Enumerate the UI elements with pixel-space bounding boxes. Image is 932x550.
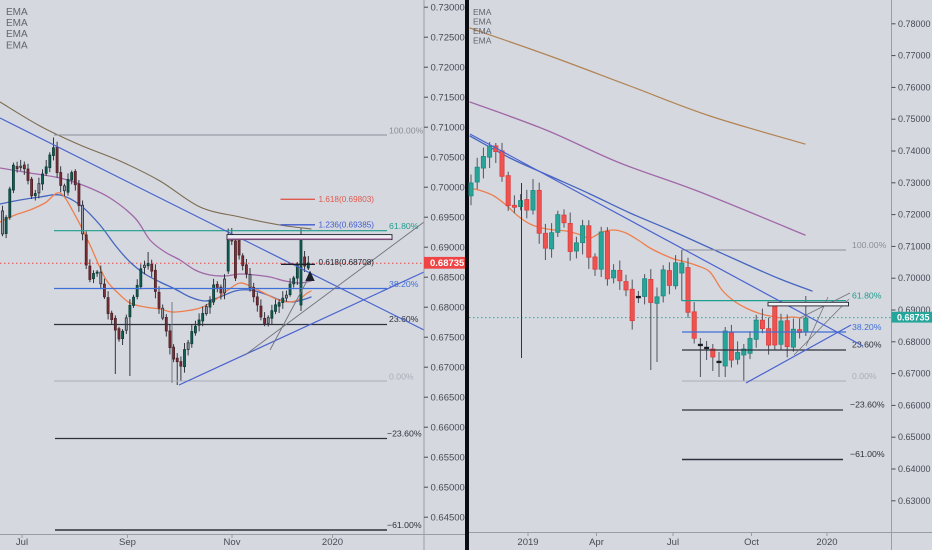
- svg-text:Oct: Oct: [744, 537, 759, 548]
- svg-text:0.75000: 0.75000: [898, 114, 931, 124]
- svg-text:Jul: Jul: [667, 537, 679, 548]
- svg-text:0.65000: 0.65000: [898, 432, 931, 442]
- svg-text:23.60%: 23.60%: [389, 314, 419, 324]
- svg-text:0.73000: 0.73000: [898, 178, 931, 188]
- svg-text:0.69000: 0.69000: [431, 242, 465, 253]
- svg-text:EMA: EMA: [6, 29, 28, 40]
- svg-text:EMA: EMA: [6, 7, 28, 18]
- svg-text:0.66500: 0.66500: [431, 392, 465, 403]
- svg-text:0.63000: 0.63000: [898, 496, 931, 506]
- svg-text:0.65500: 0.65500: [431, 452, 465, 463]
- svg-text:0.67000: 0.67000: [431, 362, 465, 373]
- svg-text:0.76000: 0.76000: [898, 82, 931, 92]
- svg-text:0.71000: 0.71000: [431, 122, 465, 133]
- svg-text:0.70000: 0.70000: [898, 273, 931, 283]
- svg-text:0.72000: 0.72000: [431, 62, 465, 73]
- svg-text:2020: 2020: [322, 537, 343, 548]
- svg-text:2020: 2020: [816, 537, 837, 548]
- svg-text:EMA: EMA: [473, 26, 492, 36]
- svg-text:0.71000: 0.71000: [898, 241, 931, 251]
- svg-text:EMA: EMA: [473, 7, 492, 17]
- svg-text:EMA: EMA: [6, 18, 28, 29]
- svg-text:1.236(0.69385): 1.236(0.69385): [319, 221, 375, 230]
- svg-text:100.00%: 100.00%: [389, 126, 424, 136]
- svg-text:2019: 2019: [517, 537, 538, 548]
- svg-text:−23.60%: −23.60%: [850, 400, 885, 410]
- svg-text:−61.00%: −61.00%: [387, 520, 422, 530]
- svg-text:−61.00%: −61.00%: [850, 449, 885, 459]
- svg-text:Nov: Nov: [224, 537, 241, 548]
- svg-text:61.80%: 61.80%: [852, 291, 882, 301]
- svg-text:−23.60%: −23.60%: [387, 429, 422, 439]
- svg-text:Apr: Apr: [589, 537, 604, 548]
- svg-text:0.67000: 0.67000: [898, 369, 931, 379]
- svg-text:0.74000: 0.74000: [898, 146, 931, 156]
- svg-text:0.72500: 0.72500: [431, 32, 465, 43]
- svg-text:0.70000: 0.70000: [431, 182, 465, 193]
- svg-text:23.60%: 23.60%: [852, 340, 882, 350]
- svg-text:0.00%: 0.00%: [852, 371, 877, 381]
- svg-text:0.77000: 0.77000: [898, 51, 931, 61]
- svg-text:0.68735: 0.68735: [430, 258, 465, 269]
- svg-text:Sep: Sep: [119, 537, 136, 548]
- svg-text:0.69000: 0.69000: [898, 305, 931, 315]
- svg-text:0.78000: 0.78000: [898, 19, 931, 29]
- svg-text:38.20%: 38.20%: [852, 322, 882, 332]
- svg-text:EMA: EMA: [6, 41, 28, 52]
- svg-text:0.64500: 0.64500: [431, 512, 465, 523]
- svg-text:1.618(0.69803): 1.618(0.69803): [319, 195, 375, 204]
- svg-text:0.68500: 0.68500: [431, 272, 465, 283]
- svg-text:0.00%: 0.00%: [389, 372, 414, 382]
- svg-text:0.73000: 0.73000: [431, 2, 465, 13]
- svg-text:0.69500: 0.69500: [431, 212, 465, 223]
- svg-text:0.68000: 0.68000: [898, 337, 931, 347]
- svg-text:0.68000: 0.68000: [431, 302, 465, 313]
- svg-text:0.71500: 0.71500: [431, 92, 465, 103]
- svg-text:EMA: EMA: [473, 36, 492, 46]
- svg-text:0.65000: 0.65000: [431, 482, 465, 493]
- svg-text:0.64000: 0.64000: [898, 464, 931, 474]
- svg-text:100.00%: 100.00%: [852, 240, 887, 250]
- svg-text:61.80%: 61.80%: [389, 221, 419, 231]
- svg-text:0.70500: 0.70500: [431, 152, 465, 163]
- svg-text:0.72000: 0.72000: [898, 210, 931, 220]
- svg-text:0.618(0.68708): 0.618(0.68708): [319, 258, 375, 267]
- svg-text:0.68735: 0.68735: [897, 312, 930, 322]
- svg-text:EMA: EMA: [473, 17, 492, 27]
- svg-text:38.20%: 38.20%: [389, 279, 419, 289]
- svg-text:0.66000: 0.66000: [898, 400, 931, 410]
- svg-text:Jul: Jul: [16, 537, 28, 548]
- svg-text:0.66000: 0.66000: [431, 422, 465, 433]
- svg-text:0.67500: 0.67500: [431, 332, 465, 343]
